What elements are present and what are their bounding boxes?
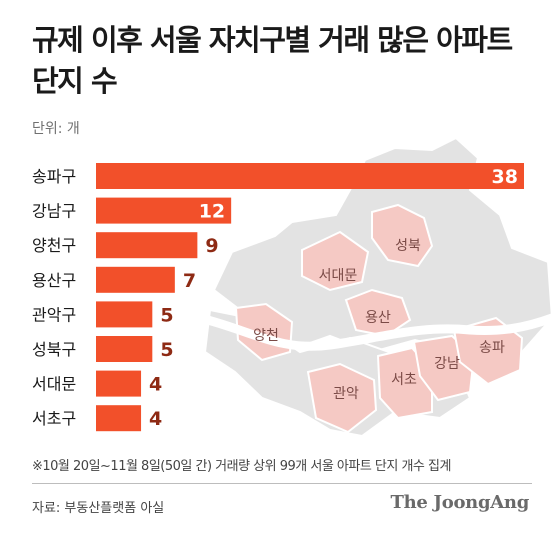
map-district-2 — [344, 288, 412, 338]
map-label: 서초 — [391, 372, 417, 388]
map-label: 강남 — [434, 356, 460, 372]
map-label: 양천 — [253, 328, 279, 344]
map-label: 관악 — [333, 386, 359, 402]
brand-logo: The JoongAng — [390, 492, 530, 513]
value-label: 4 — [149, 408, 162, 430]
bar — [96, 266, 175, 293]
category-label: 관악구 — [32, 305, 76, 324]
map-district-1 — [301, 230, 370, 292]
han-river — [195, 313, 557, 351]
category-label: 강남구 — [32, 202, 76, 221]
bar — [96, 163, 524, 189]
divider — [32, 483, 532, 484]
value-label: 7 — [183, 270, 196, 292]
bar — [96, 336, 153, 362]
category-label: 송파구 — [32, 167, 76, 186]
value-label: 9 — [205, 235, 218, 257]
value-label: 5 — [160, 339, 173, 361]
footnote: ※10월 20일~11월 8일(50일 간) 거래량 상위 99개 서울 아파트… — [32, 459, 451, 474]
value-label: 38 — [492, 166, 518, 188]
map-label: 용산 — [365, 310, 391, 326]
value-label: 4 — [149, 374, 162, 396]
category-label: 양천구 — [32, 236, 76, 255]
bar — [96, 405, 142, 432]
map-label: 서대문 — [319, 268, 358, 284]
map-district-4 — [306, 362, 378, 434]
bar — [96, 301, 153, 328]
category-label: 용산구 — [32, 271, 76, 290]
unit-label: 단위: 개 — [32, 121, 80, 137]
chart-title: 규제 이후 서울 자치구별 거래 많은 아파트 단지 수 — [32, 23, 513, 98]
map-label: 송파 — [479, 340, 505, 356]
map-district-0 — [371, 203, 434, 268]
category-label: 서대문 — [32, 375, 76, 394]
value-label: 12 — [199, 201, 225, 223]
value-label: 5 — [160, 304, 173, 326]
map-label: 성북 — [395, 238, 421, 254]
category-label: 서초구 — [32, 409, 76, 428]
source-note: 자료: 부동산플랫폼 아실 — [32, 501, 165, 516]
bar — [96, 370, 142, 397]
bar — [96, 232, 198, 259]
category-label: 성북구 — [32, 340, 76, 359]
bar — [96, 197, 232, 224]
